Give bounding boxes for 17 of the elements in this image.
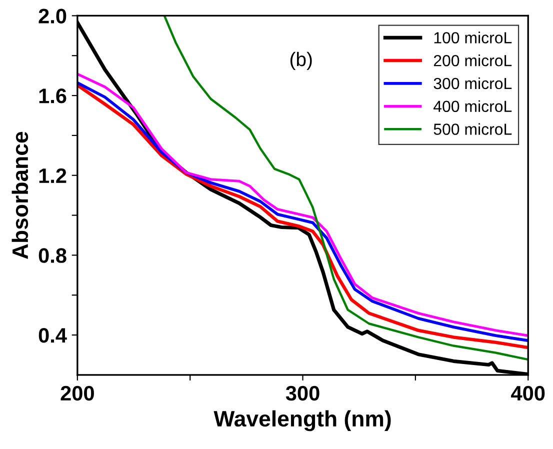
legend-label: 100 microL <box>434 32 512 44</box>
x-tick-label: 400 <box>511 386 545 401</box>
line-series <box>163 16 528 361</box>
x-tick-label: 200 <box>60 386 94 401</box>
y-tick-label: 2.0 <box>38 8 66 24</box>
legend-label: 300 microL <box>434 77 512 90</box>
y-axis-title: Absorbance <box>12 132 28 259</box>
legend-label: 500 microL <box>434 123 512 135</box>
legend-label: 200 microL <box>434 54 512 66</box>
annotation: (b) <box>290 52 312 70</box>
y-tick-label: 1.2 <box>39 168 66 183</box>
x-tick-label: 300 <box>286 386 320 401</box>
y-tick-label: 1.6 <box>39 88 66 104</box>
legend-label: 400 microL <box>434 100 512 112</box>
y-tick-label: 0.8 <box>38 248 66 263</box>
y-tick-label: 0.4 <box>38 328 67 343</box>
x-axis-title: Wavelength (nm) <box>214 410 391 432</box>
